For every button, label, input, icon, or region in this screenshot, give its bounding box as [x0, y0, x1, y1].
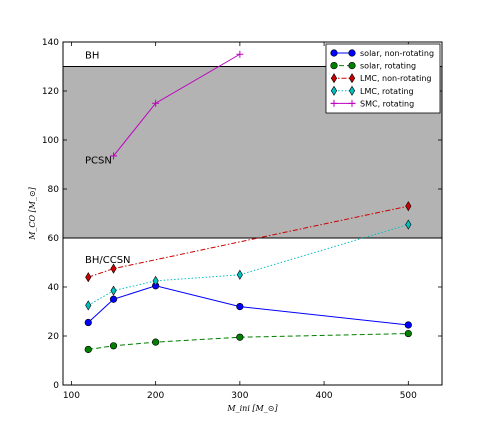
x-axis-label: M_ini [M_⊙]	[226, 404, 278, 413]
data-point-lmc-rotating	[110, 285, 117, 296]
legend-marker	[348, 73, 356, 84]
data-point-solar-non-rotating	[109, 295, 118, 303]
series-lmc-non-rotating	[85, 201, 412, 283]
legend: solar, non-rotating solar, rotating LMC, n…	[325, 43, 441, 114]
y-tick-label: 60	[48, 234, 60, 244]
y-tick-label: 140	[42, 38, 59, 48]
series-line-lmc-non-rotating	[88, 205, 409, 278]
x-tick-label: 200	[147, 391, 164, 401]
legend-entry-lmc-rotating: LMC, rotating	[330, 85, 414, 96]
series-smc-rotating	[110, 50, 244, 160]
legend-marker	[330, 61, 338, 70]
data-point-solar-rotating	[404, 329, 412, 338]
data-point-solar-rotating	[109, 342, 118, 350]
data-point-lmc-non-rotating	[110, 263, 117, 274]
legend-marker	[348, 85, 356, 96]
data-point-lmc-rotating	[85, 300, 92, 311]
region-labels: BH PCSN BH/CCSN	[85, 50, 131, 266]
region-label-bh: BH	[85, 50, 99, 61]
data-point-smc-rotating	[152, 99, 160, 107]
data-point-solar-non-rotating	[404, 321, 412, 329]
legend-label: solar, non-rotating	[360, 49, 434, 58]
x-tick-label: 300	[231, 391, 248, 401]
legend-marker	[348, 61, 356, 70]
data-point-lmc-non-rotating	[85, 272, 92, 283]
legend-marker	[330, 85, 338, 96]
series-solar-rotating	[84, 329, 412, 354]
legend-marker	[330, 99, 338, 107]
data-point-solar-rotating	[152, 338, 160, 346]
legend-entry-solar-non-rotating: solar, non-rotating	[330, 49, 434, 58]
data-point-solar-rotating	[84, 345, 92, 354]
y-tick-label: 20	[48, 332, 60, 342]
x-tick-label: 500	[400, 391, 417, 401]
region-label-bh-ccsn: BH/CCSN	[85, 255, 131, 266]
data-point-lmc-non-rotating	[405, 201, 412, 212]
region-bh-ccsn	[63, 238, 442, 385]
data-point-lmc-rotating	[405, 219, 412, 230]
data-point-solar-rotating	[236, 333, 244, 341]
y-tick-label: 100	[42, 136, 59, 146]
series-lmc-rotating	[85, 219, 412, 311]
x-tick-label: 400	[315, 391, 332, 401]
data-point-smc-rotating	[236, 50, 244, 58]
legend-label: solar, rotating	[360, 62, 416, 71]
legend-entry-lmc-non-rotating: LMC, non-rotating	[330, 73, 432, 84]
y-tick-label: 80	[48, 185, 60, 195]
legend-marker	[330, 73, 338, 84]
data-point-smc-rotating	[110, 152, 118, 160]
legend-marker	[348, 49, 356, 57]
y-axis-label: M_CO [M_⊙]	[28, 186, 37, 240]
legend-marker	[330, 49, 338, 57]
axes: 100 200 300 400 500 0 20 40 60 80 100 120 140 M_ini […	[28, 38, 443, 413]
y-tick-label: 0	[53, 381, 59, 391]
data-point-lmc-rotating	[152, 275, 159, 286]
data-point-solar-non-rotating	[84, 318, 92, 327]
y-tick-label: 120	[42, 87, 59, 97]
legend-label: SMC, rotating	[360, 99, 414, 108]
legend-marker	[348, 99, 356, 107]
x-tick-label: 100	[63, 391, 80, 401]
legend-entry-smc-rotating: SMC, rotating	[330, 99, 414, 108]
plot-frame	[62, 41, 443, 386]
region-label-pcsn: PCSN	[85, 156, 112, 167]
y-tick-label: 40	[48, 283, 60, 293]
legend-label: LMC, non-rotating	[360, 74, 432, 83]
legend-label: LMC, rotating	[360, 87, 414, 96]
data-point-lmc-rotating	[236, 269, 243, 280]
series-layer	[84, 50, 412, 354]
data-point-solar-non-rotating	[236, 303, 244, 311]
legend-entry-solar-rotating: solar, rotating	[330, 61, 416, 71]
